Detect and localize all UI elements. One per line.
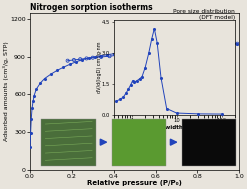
Point (235, 42, 239, 45)
Point (84, 57, 88, 60)
Point (235, 42, 239, 45)
Point (122, 53, 126, 56)
Point (193, 44, 197, 47)
Point (93, 55, 97, 58)
Point (141, 50, 145, 53)
Point (227, 43, 231, 46)
Text: Nitrogen sorption isotherms: Nitrogen sorption isotherms (30, 3, 153, 12)
Point (107, 55, 111, 58)
Point (112, 52, 116, 55)
Point (87, 57, 91, 60)
Point (80, 58, 84, 61)
Point (29, 132, 33, 135)
Point (160, 47, 164, 50)
Point (156, 47, 160, 50)
Point (72, 58, 76, 61)
Point (187, 45, 191, 48)
Point (168, 46, 172, 49)
Point (181, 45, 185, 48)
Point (216, 43, 220, 46)
Point (219, 43, 223, 46)
Point (137, 49, 141, 52)
Point (29, 118, 33, 121)
Point (128, 52, 132, 55)
Point (223, 43, 227, 46)
Point (210, 43, 214, 46)
Point (74, 60, 78, 63)
Point (143, 48, 147, 51)
Point (28, 146, 32, 149)
Point (49, 73, 53, 76)
Point (99, 54, 103, 57)
Point (78, 58, 82, 61)
Point (34, 88, 38, 91)
Point (124, 50, 128, 53)
Point (147, 49, 151, 52)
Point (185, 44, 189, 47)
Point (39, 81, 42, 84)
Point (131, 50, 135, 53)
Point (43, 77, 47, 80)
Point (149, 47, 153, 50)
Point (179, 44, 183, 47)
Point (30, 107, 34, 110)
Point (231, 42, 235, 45)
Point (68, 63, 72, 66)
Point (135, 50, 139, 53)
X-axis label: Relative pressure (P/P₀): Relative pressure (P/P₀) (87, 180, 182, 186)
Point (105, 53, 109, 56)
Point (225, 43, 229, 46)
Point (206, 44, 210, 47)
Point (154, 47, 158, 50)
Point (162, 46, 166, 49)
Point (212, 43, 216, 46)
Point (200, 44, 204, 47)
Point (99, 55, 103, 58)
Point (191, 44, 195, 47)
Point (118, 51, 122, 54)
Point (91, 56, 95, 59)
Point (166, 46, 170, 49)
Point (231, 43, 235, 46)
Point (66, 59, 70, 62)
Point (55, 69, 59, 72)
Point (62, 66, 65, 69)
Point (32, 94, 36, 97)
Point (175, 45, 179, 48)
Point (198, 43, 202, 46)
Point (172, 45, 176, 48)
Point (204, 43, 208, 46)
Point (116, 54, 120, 57)
Point (31, 100, 35, 103)
Y-axis label: Adsorbed amounts (cm³/g, STP): Adsorbed amounts (cm³/g, STP) (3, 41, 9, 141)
